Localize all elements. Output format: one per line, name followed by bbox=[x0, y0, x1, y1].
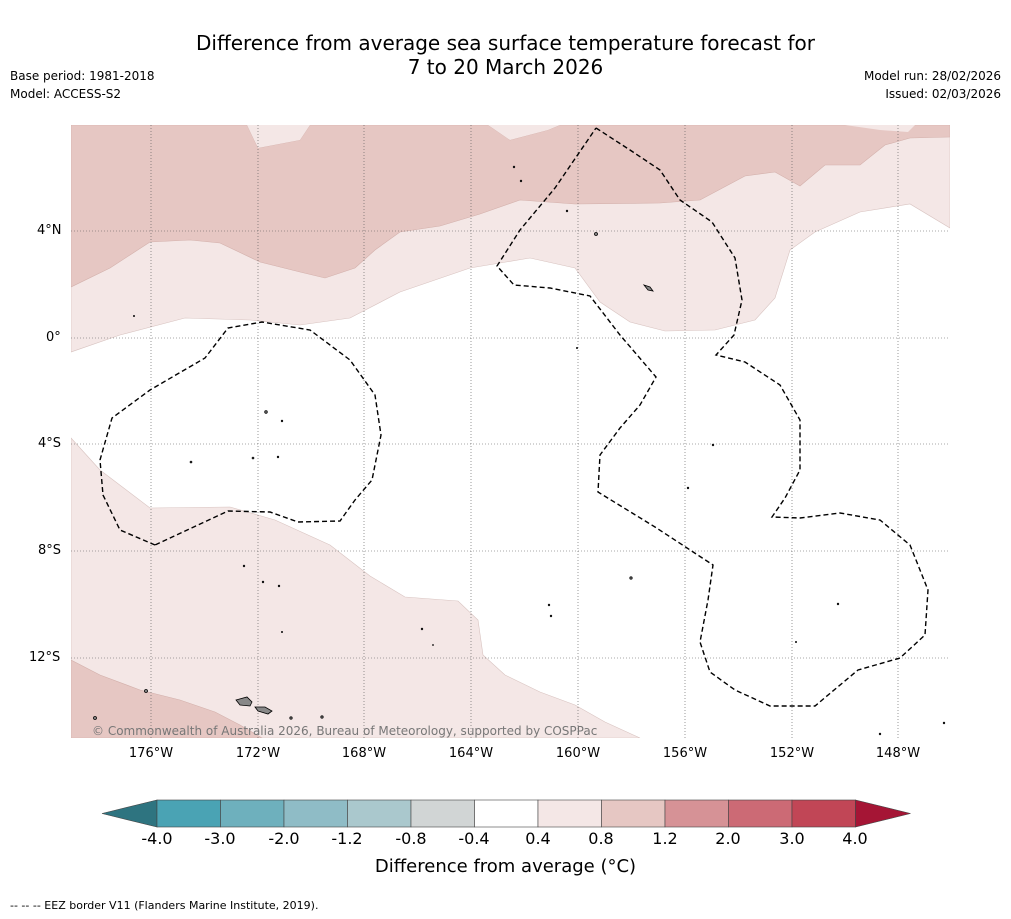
colorbar-tick-label: 0.4 bbox=[525, 829, 551, 848]
anomaly-pocket-2 bbox=[488, 125, 560, 140]
colorbar-segment bbox=[601, 799, 666, 828]
colorbar-segments bbox=[101, 799, 911, 828]
x-tick-label: 156°W bbox=[662, 746, 708, 761]
y-tick-label: 8°S bbox=[38, 543, 62, 558]
map-area bbox=[71, 125, 950, 738]
colorbar-arrow-min bbox=[101, 799, 158, 828]
graticule bbox=[71, 125, 950, 738]
base-period-text: Base period: 1981-2018 bbox=[10, 69, 155, 83]
chart-title-line1: Difference from average sea surface temp… bbox=[195, 31, 815, 55]
issued-text: Issued: 02/03/2026 bbox=[885, 87, 1001, 101]
meta-left: Base period: 1981-2018 Model: ACCESS-S2 bbox=[10, 67, 155, 103]
x-tick-label: 164°W bbox=[448, 746, 494, 761]
islands bbox=[93, 165, 946, 736]
colorbar-tick-label: 1.2 bbox=[652, 829, 678, 848]
x-tick-label: 172°W bbox=[235, 746, 281, 761]
colorbar-tick-label: -1.2 bbox=[331, 829, 363, 848]
anomaly-region-south-light bbox=[71, 437, 641, 738]
colorbar-tick-label: 2.0 bbox=[715, 829, 741, 848]
model-run-text: Model run: 28/02/2026 bbox=[863, 69, 1001, 83]
tokelau-island bbox=[642, 284, 654, 292]
colorbar-tick-label: 0.8 bbox=[588, 829, 614, 848]
y-tick-label: 4°N bbox=[37, 223, 62, 238]
colorbar-segment bbox=[283, 799, 348, 828]
colorbar-segment bbox=[410, 799, 475, 828]
colorbar-tick-label: -0.8 bbox=[395, 829, 427, 848]
x-tick-label: 176°W bbox=[128, 746, 174, 761]
y-tick-label: 0° bbox=[46, 330, 61, 345]
colorbar-segment bbox=[728, 799, 793, 828]
eez-border-west bbox=[99, 321, 382, 546]
samoa-island-2 bbox=[254, 706, 273, 715]
eez-footnote: -- -- -- EEZ border V11 (Flanders Marine… bbox=[10, 899, 319, 912]
colorbar-label: Difference from average (°C) bbox=[374, 856, 637, 877]
colorbar-tick-label: 3.0 bbox=[779, 829, 805, 848]
eez-borders bbox=[99, 127, 929, 707]
anomaly-pocket-1 bbox=[247, 125, 310, 148]
x-tick-label: 148°W bbox=[875, 746, 921, 761]
colorbar-arrow-max bbox=[855, 799, 911, 828]
chart-title: Difference from average sea surface temp… bbox=[0, 31, 1011, 79]
chart-title-line2: 7 to 20 March 2026 bbox=[407, 55, 604, 79]
colorbar-segment bbox=[664, 799, 729, 828]
colorbar-segment bbox=[537, 799, 602, 828]
x-tick-label: 168°W bbox=[341, 746, 387, 761]
colorbar bbox=[101, 799, 911, 828]
colorbar-tick-label: -3.0 bbox=[204, 829, 236, 848]
meta-right: Model run: 28/02/2026 Issued: 02/03/2026 bbox=[864, 67, 1001, 103]
colorbar-segment bbox=[474, 799, 539, 828]
colorbar-tick-label: -0.4 bbox=[458, 829, 490, 848]
colorbar-tick-label: -4.0 bbox=[141, 829, 173, 848]
colorbar-segment bbox=[347, 799, 412, 828]
x-tick-label: 152°W bbox=[769, 746, 815, 761]
colorbar-segment bbox=[791, 799, 856, 828]
y-tick-label: 4°S bbox=[38, 436, 62, 451]
samoa-island-1 bbox=[235, 696, 253, 707]
colorbar-segment bbox=[220, 799, 285, 828]
y-tick-label: 12°S bbox=[29, 650, 61, 665]
anomaly-pocket-3 bbox=[845, 125, 915, 132]
anomaly-region-south-dark bbox=[71, 659, 263, 738]
model-text: Model: ACCESS-S2 bbox=[10, 87, 122, 101]
copyright-text: © Commonwealth of Australia 2026, Bureau… bbox=[92, 724, 598, 738]
colorbar-segment bbox=[156, 799, 221, 828]
colorbar-tick-label: 4.0 bbox=[842, 829, 868, 848]
x-tick-label: 160°W bbox=[555, 746, 601, 761]
colorbar-tick-label: -2.0 bbox=[268, 829, 300, 848]
